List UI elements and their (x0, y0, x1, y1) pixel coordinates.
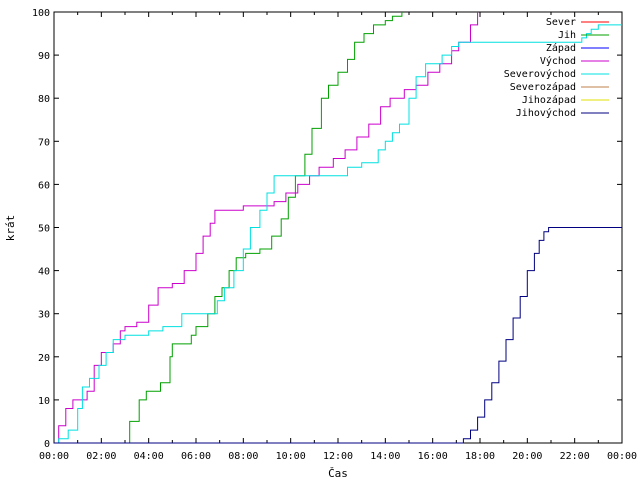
x-tick-label: 12:00 (323, 451, 353, 462)
legend: Sever JihZápadVýchodSeverovýchodSeverozáp… (504, 17, 609, 119)
y-tick-label: 20 (38, 353, 50, 364)
y-tick-label: 0 (44, 439, 50, 450)
y-tick-label: 60 (38, 180, 50, 191)
x-tick-label: 06:00 (181, 451, 211, 462)
x-tick-label: 00:00 (39, 451, 69, 462)
x-tick-label: 10:00 (276, 451, 306, 462)
x-tick-label: 04:00 (134, 451, 164, 462)
y-tick-label: 80 (38, 94, 50, 105)
y-axis: 0 10 20 30 40 50 60 70 80 90 100 (32, 8, 622, 450)
x-tick-label: 14:00 (370, 451, 400, 462)
legend-label: Západ (546, 42, 576, 54)
y-tick-label: 50 (38, 224, 50, 235)
y-tick-label: 40 (38, 267, 50, 278)
x-axis: 00:00 02:00 04:00 06:00 08:00 10:00 12:00 14:00… (39, 12, 637, 462)
x-tick-label: 20:00 (512, 451, 542, 462)
x-tick-label: 08:00 (228, 451, 258, 462)
y-tick-label: 100 (32, 8, 50, 19)
series-line-4 (54, 24, 622, 444)
legend-label: Východ (540, 55, 576, 67)
y-tick-label: 30 (38, 310, 50, 321)
legend-label: Jih (558, 30, 576, 41)
series-line-3 (54, 12, 479, 444)
legend-label: Jihozápad (522, 94, 576, 106)
x-tick-label: 16:00 (418, 451, 448, 462)
x-axis-title: Čas (328, 467, 348, 480)
legend-label: Severovýchod (504, 68, 576, 80)
legend-label: Severozápad (510, 81, 576, 93)
series-line-7 (54, 227, 622, 444)
series-line-1 (54, 12, 403, 444)
y-tick-label: 90 (38, 51, 50, 62)
y-tick-label: 70 (38, 137, 50, 148)
y-tick-label: 10 (38, 396, 50, 407)
x-tick-label: 02:00 (86, 451, 116, 462)
y-axis-title: krát (4, 215, 17, 242)
x-tick-label: 22:00 (560, 451, 590, 462)
x-tick-label: 18:00 (465, 451, 495, 462)
legend-label: Jihovýchod (516, 107, 576, 119)
series-layer (54, 12, 622, 444)
x-tick-label: 00:00 (607, 451, 637, 462)
legend-label: Sever (546, 17, 576, 28)
